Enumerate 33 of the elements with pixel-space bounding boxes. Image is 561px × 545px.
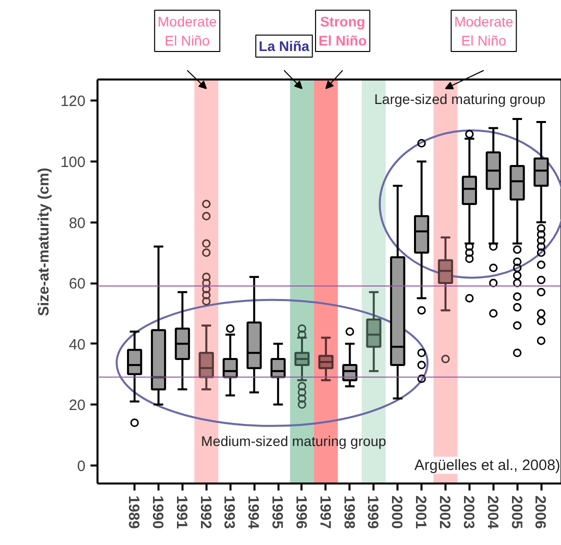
annotation: Large-sized maturing group: [374, 91, 546, 108]
y-tick-label: 0: [77, 458, 86, 475]
y-tick-label: 100: [60, 154, 86, 171]
x-tick-label: 1992: [196, 496, 214, 529]
x-tick-label: 1999: [364, 496, 382, 529]
y-tick-label: 80: [68, 214, 86, 232]
band-label: Moderate El Niño: [454, 13, 514, 48]
x-tick-label: 2006: [532, 496, 549, 529]
x-tick-label: 2001: [412, 496, 430, 529]
y-tick-label: 120: [60, 93, 86, 110]
x-tick-label: 1997: [316, 496, 334, 529]
x-tick-label: 1998: [340, 496, 358, 529]
x-tick-label: 1995: [268, 496, 286, 529]
annotation: Argüelles et al., 2008): [414, 456, 560, 474]
y-tick-label: 40: [68, 336, 86, 354]
band-label: La Niña: [258, 38, 310, 54]
x-tick-label: 2000: [388, 496, 406, 529]
band-label: Moderate El Niño: [158, 13, 217, 48]
x-tick-label: 1991: [172, 496, 190, 529]
annotation: Medium-sized maturing group: [201, 432, 386, 449]
y-tick-label: 60: [68, 276, 86, 293]
x-tick-label: 2003: [460, 496, 477, 529]
y-tick-label: 20: [68, 397, 86, 414]
y-axis-title: Size-at-maturity (cm): [35, 168, 52, 316]
x-tick-label: 2004: [484, 496, 501, 530]
x-tick-label: 1989: [125, 496, 142, 529]
band-label: Strong El Niño: [318, 13, 367, 48]
x-tick-label: 2005: [508, 496, 525, 529]
x-tick-label: 2002: [436, 496, 453, 529]
x-tick-label: 1990: [148, 496, 166, 529]
x-tick-label: 1996: [292, 496, 310, 529]
x-tick-label: 1994: [244, 496, 262, 530]
x-tick-label: 1993: [220, 496, 238, 529]
